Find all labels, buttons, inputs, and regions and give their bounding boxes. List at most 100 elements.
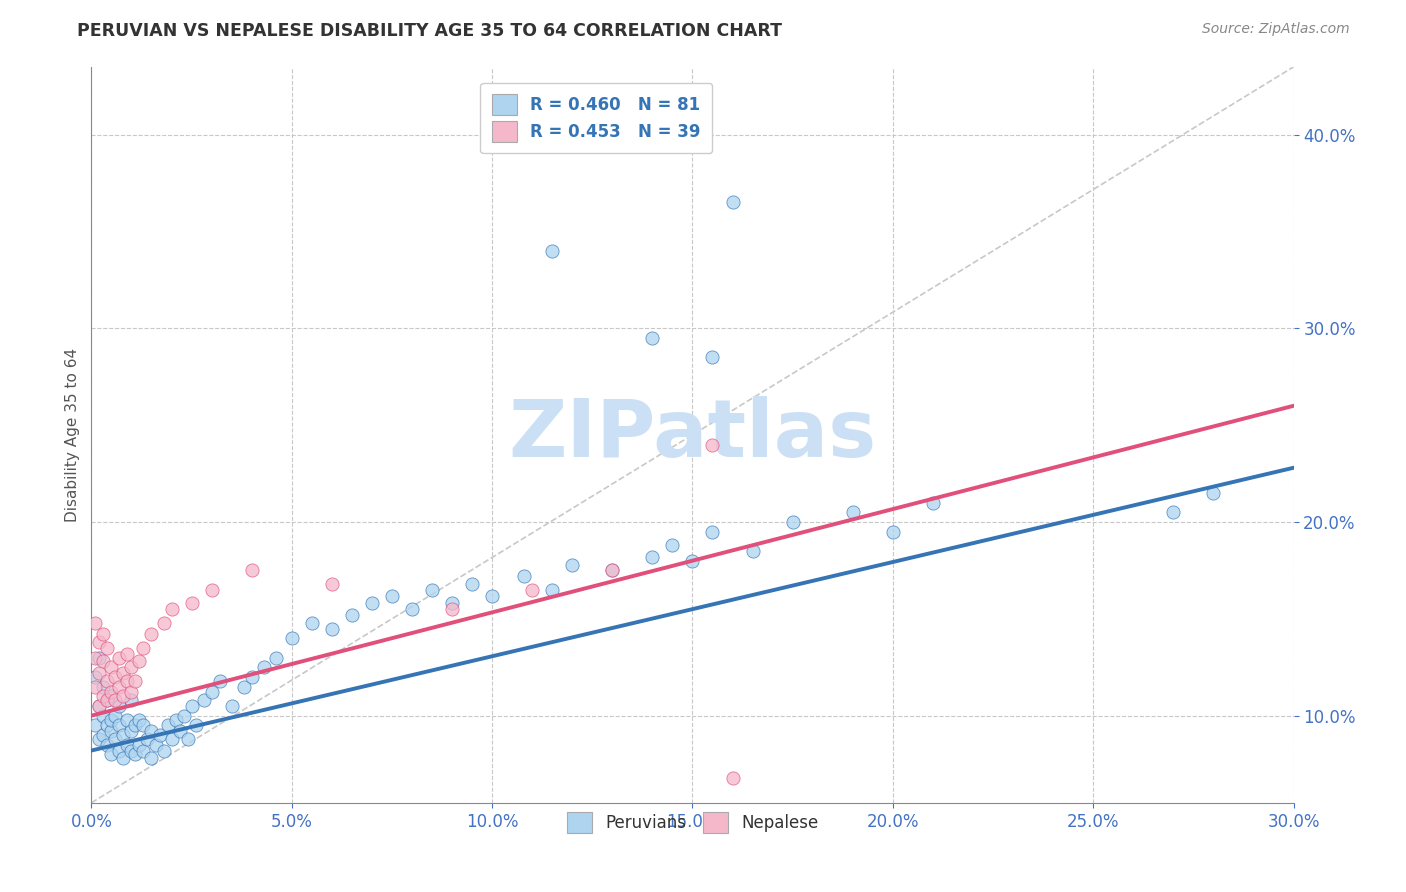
Legend: Peruvians, Nepalese: Peruvians, Nepalese — [554, 799, 831, 846]
Point — [112, 666, 135, 681]
Point — [340, 607, 363, 622]
Point — [641, 331, 664, 345]
Point — [89, 698, 111, 713]
Point — [117, 673, 139, 688]
Point — [602, 563, 624, 577]
Point — [176, 731, 198, 746]
Point — [152, 615, 174, 630]
Point — [152, 743, 174, 757]
Point — [112, 690, 135, 704]
Point — [121, 660, 143, 674]
Point — [96, 693, 118, 707]
Point — [96, 640, 118, 655]
Point — [253, 660, 276, 674]
Point — [124, 673, 146, 688]
Point — [124, 718, 146, 732]
Point — [702, 351, 724, 365]
Point — [96, 718, 118, 732]
Point — [100, 685, 122, 699]
Point — [321, 622, 343, 636]
Point — [641, 549, 664, 564]
Point — [100, 690, 122, 704]
Y-axis label: Disability Age 35 to 64: Disability Age 35 to 64 — [65, 348, 80, 522]
Point — [117, 713, 139, 727]
Point — [93, 708, 115, 723]
Point — [681, 554, 703, 568]
Point — [1202, 486, 1225, 500]
Point — [108, 698, 131, 713]
Point — [104, 708, 127, 723]
Point — [117, 738, 139, 752]
Point — [89, 698, 111, 713]
Point — [93, 655, 115, 669]
Point — [173, 708, 195, 723]
Point — [121, 685, 143, 699]
Point — [96, 693, 118, 707]
Point — [121, 724, 143, 739]
Point — [201, 582, 224, 597]
Point — [128, 655, 150, 669]
Point — [84, 650, 107, 665]
Point — [440, 602, 463, 616]
Point — [145, 738, 167, 752]
Point — [104, 731, 127, 746]
Point — [461, 577, 484, 591]
Point — [93, 627, 115, 641]
Point — [141, 627, 163, 641]
Point — [702, 437, 724, 451]
Text: ZIPatlas: ZIPatlas — [509, 396, 876, 474]
Point — [84, 718, 107, 732]
Point — [661, 538, 683, 552]
Point — [1163, 505, 1185, 519]
Point — [108, 680, 131, 694]
Point — [93, 728, 115, 742]
Point — [141, 724, 163, 739]
Point — [100, 724, 122, 739]
Point — [232, 680, 254, 694]
Point — [221, 698, 243, 713]
Point — [108, 743, 131, 757]
Point — [84, 680, 107, 694]
Point — [108, 718, 131, 732]
Point — [561, 558, 583, 572]
Text: Source: ZipAtlas.com: Source: ZipAtlas.com — [1202, 22, 1350, 37]
Point — [89, 666, 111, 681]
Point — [193, 693, 215, 707]
Point — [141, 751, 163, 765]
Point — [702, 524, 724, 539]
Point — [96, 738, 118, 752]
Point — [132, 640, 155, 655]
Point — [121, 743, 143, 757]
Point — [93, 690, 115, 704]
Point — [721, 771, 744, 785]
Point — [782, 515, 804, 529]
Point — [169, 724, 191, 739]
Point — [156, 718, 179, 732]
Point — [208, 673, 231, 688]
Point — [128, 738, 150, 752]
Point — [84, 615, 107, 630]
Point — [741, 544, 763, 558]
Point — [104, 693, 127, 707]
Point — [124, 747, 146, 762]
Point — [89, 650, 111, 665]
Point — [360, 596, 382, 610]
Point — [121, 693, 143, 707]
Point — [440, 596, 463, 610]
Point — [401, 602, 423, 616]
Point — [180, 698, 202, 713]
Point — [89, 635, 111, 649]
Point — [321, 577, 343, 591]
Point — [108, 650, 131, 665]
Point — [201, 685, 224, 699]
Point — [420, 582, 443, 597]
Point — [481, 589, 503, 603]
Point — [180, 596, 202, 610]
Point — [240, 670, 263, 684]
Point — [100, 660, 122, 674]
Point — [513, 569, 536, 583]
Point — [522, 582, 544, 597]
Point — [100, 713, 122, 727]
Point — [922, 495, 945, 509]
Point — [112, 751, 135, 765]
